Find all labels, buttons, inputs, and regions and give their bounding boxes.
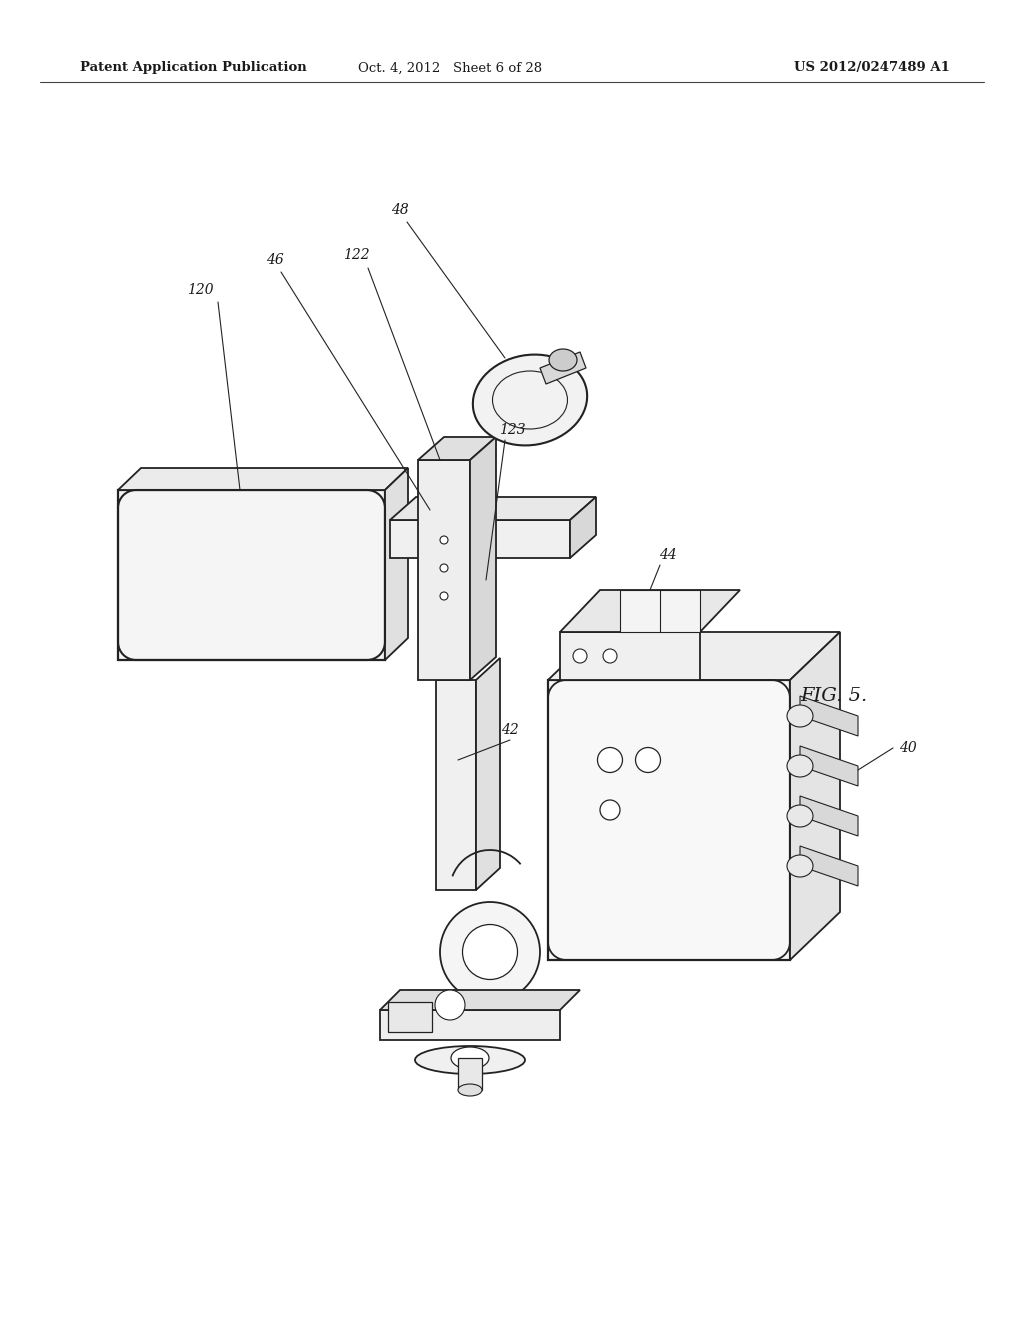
- Ellipse shape: [549, 348, 577, 371]
- Polygon shape: [418, 459, 470, 680]
- Ellipse shape: [440, 536, 449, 544]
- Ellipse shape: [440, 902, 540, 1002]
- Text: 48: 48: [391, 203, 409, 216]
- Polygon shape: [390, 498, 596, 520]
- Text: 120: 120: [186, 282, 213, 297]
- Text: US 2012/0247489 A1: US 2012/0247489 A1: [795, 62, 950, 74]
- Ellipse shape: [787, 855, 813, 876]
- Polygon shape: [390, 520, 570, 558]
- Polygon shape: [800, 746, 858, 785]
- Ellipse shape: [597, 747, 623, 772]
- Text: Oct. 4, 2012   Sheet 6 of 28: Oct. 4, 2012 Sheet 6 of 28: [358, 62, 542, 74]
- Ellipse shape: [451, 1047, 489, 1069]
- Ellipse shape: [458, 1084, 482, 1096]
- Polygon shape: [560, 632, 700, 680]
- Ellipse shape: [440, 564, 449, 572]
- Polygon shape: [470, 437, 496, 680]
- Ellipse shape: [473, 355, 587, 445]
- Ellipse shape: [440, 591, 449, 601]
- Ellipse shape: [636, 747, 660, 772]
- Polygon shape: [436, 680, 476, 890]
- Ellipse shape: [415, 1045, 525, 1074]
- Text: 122: 122: [343, 248, 370, 261]
- Polygon shape: [548, 632, 840, 680]
- Ellipse shape: [435, 990, 465, 1020]
- Polygon shape: [620, 590, 700, 632]
- Polygon shape: [476, 657, 500, 890]
- Polygon shape: [385, 469, 408, 660]
- Text: 42: 42: [501, 723, 519, 737]
- Polygon shape: [418, 437, 496, 459]
- Text: FIG. 5.: FIG. 5.: [800, 686, 867, 705]
- Ellipse shape: [600, 800, 620, 820]
- Polygon shape: [548, 680, 790, 960]
- Ellipse shape: [463, 924, 517, 979]
- Polygon shape: [570, 498, 596, 558]
- Polygon shape: [800, 796, 858, 836]
- Polygon shape: [118, 469, 408, 490]
- Polygon shape: [388, 1002, 432, 1032]
- Polygon shape: [560, 590, 740, 632]
- Ellipse shape: [787, 705, 813, 727]
- Text: 123: 123: [499, 422, 525, 437]
- Ellipse shape: [603, 649, 617, 663]
- Polygon shape: [380, 990, 580, 1010]
- Ellipse shape: [573, 649, 587, 663]
- Text: 46: 46: [266, 253, 284, 267]
- Ellipse shape: [787, 805, 813, 828]
- Polygon shape: [118, 490, 385, 660]
- Text: 44: 44: [659, 548, 677, 562]
- Polygon shape: [800, 696, 858, 737]
- Ellipse shape: [787, 755, 813, 777]
- Polygon shape: [380, 1010, 560, 1040]
- Polygon shape: [790, 632, 840, 960]
- Polygon shape: [800, 846, 858, 886]
- Text: Patent Application Publication: Patent Application Publication: [80, 62, 307, 74]
- Polygon shape: [540, 352, 586, 384]
- Text: 40: 40: [899, 741, 916, 755]
- Polygon shape: [458, 1059, 482, 1090]
